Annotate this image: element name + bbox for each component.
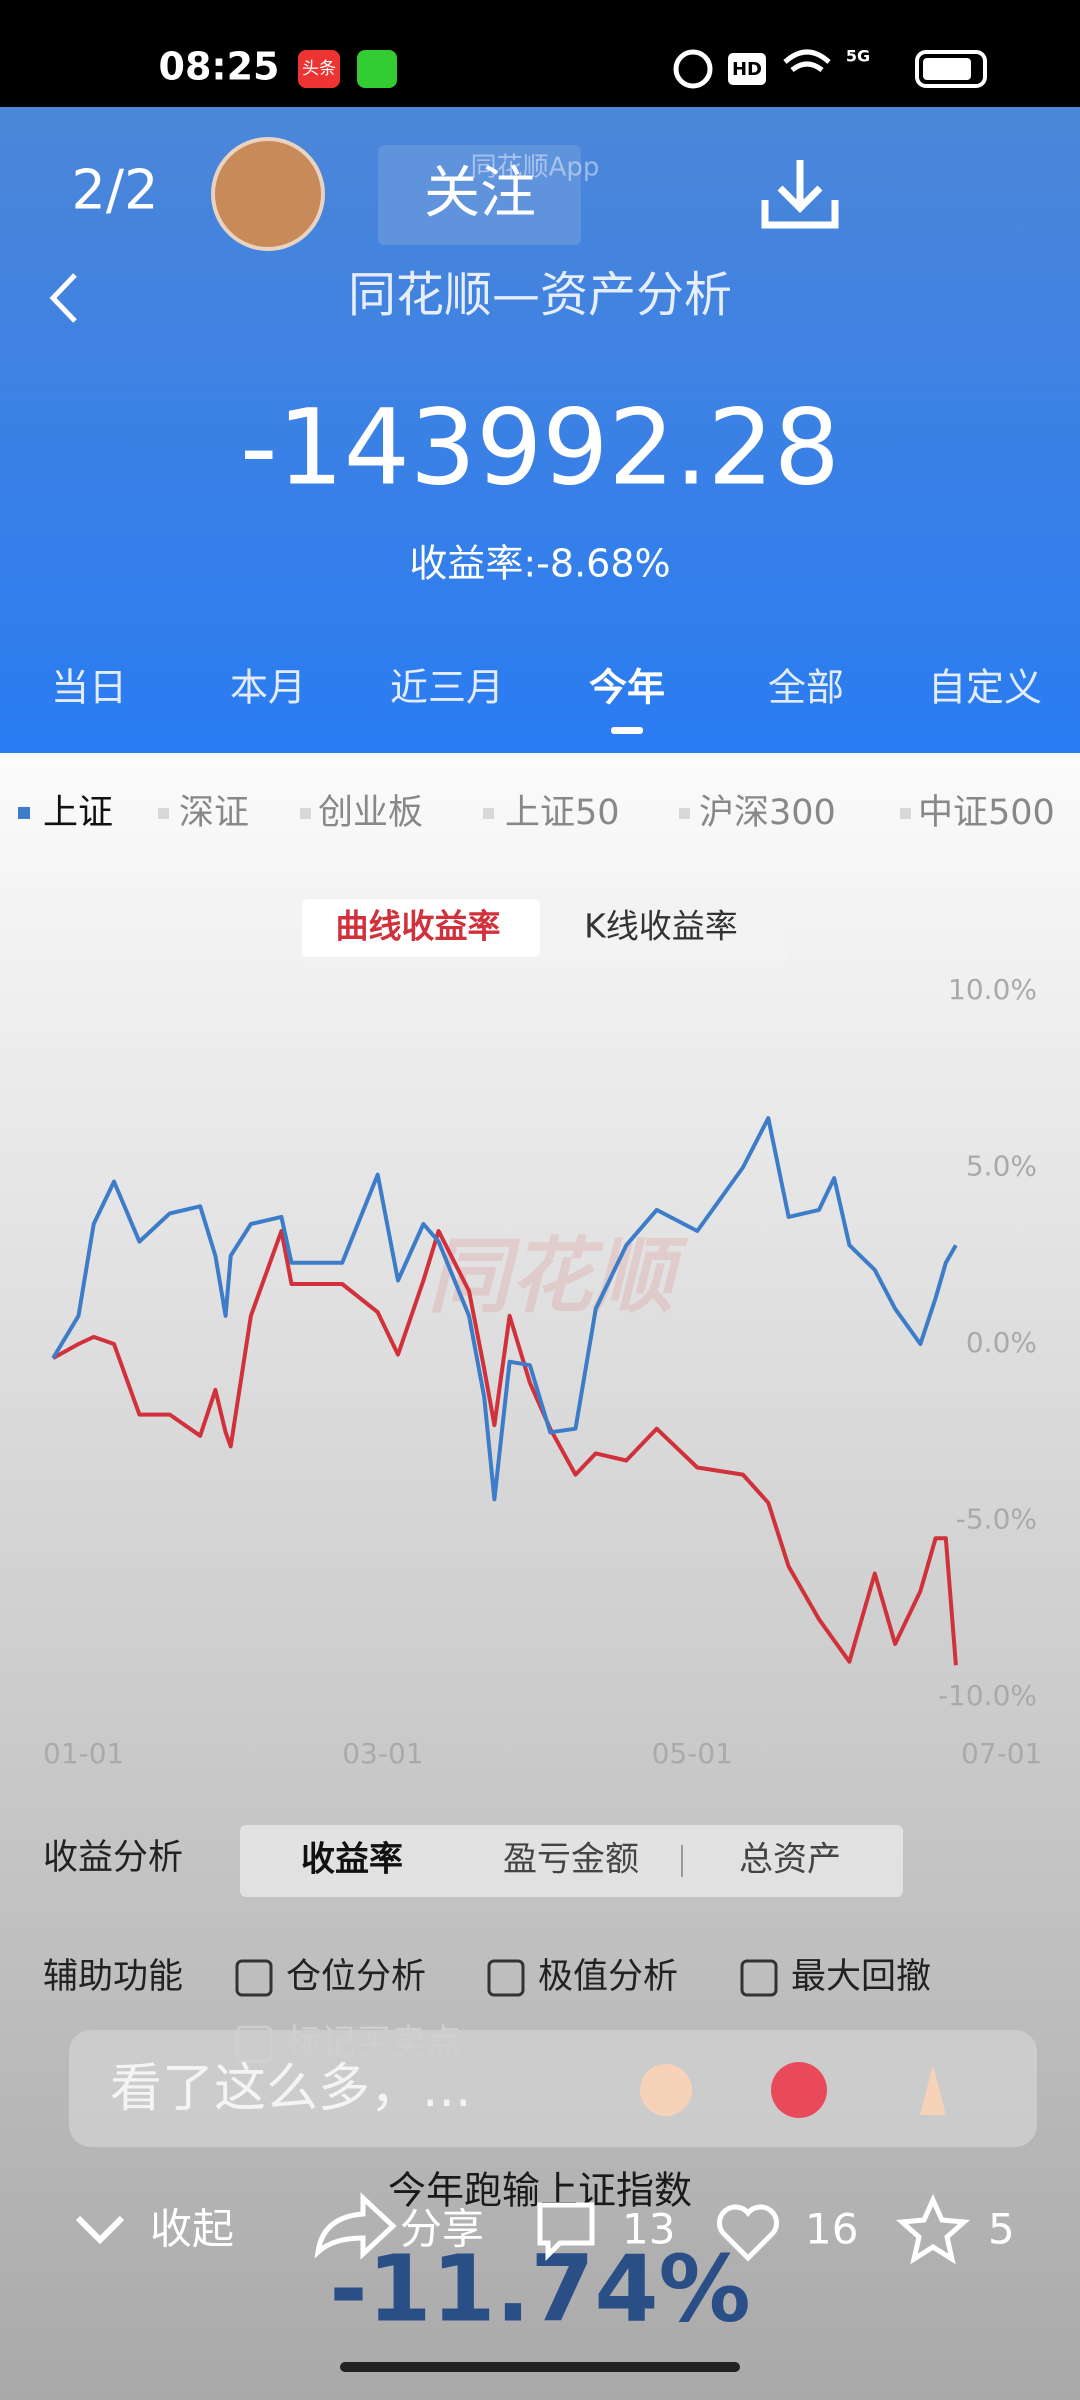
favorite-count[interactable]: 5 [988,2205,1015,2254]
comment-count[interactable]: 13 [622,2205,675,2254]
x-tick-label: 03-01 [342,1737,423,1770]
series-line [51,1116,958,1502]
return-rate: 收益率:-8.68% [409,542,670,586]
emoji-heart-hand[interactable] [640,2064,692,2116]
collapse[interactable]: 收起 [150,2205,234,2254]
legend-entry[interactable]: 中证500 [918,793,1055,833]
home-indicator [340,2362,740,2372]
assist-label: 辅助功能 [43,1957,183,1997]
like-count[interactable]: 16 [805,2205,858,2254]
share[interactable]: 分享 [400,2205,484,2254]
hd-bg [728,53,766,85]
analysis-options: 收益率 盈亏金额 总资产 [301,1840,841,1880]
comment-box[interactable] [69,2030,1037,2147]
analysis-option[interactable]: 收益率 [301,1840,403,1880]
assist-option[interactable]: 最大回撤 [791,1957,931,1997]
period-tab[interactable]: 当日 [51,666,127,710]
toggle-option[interactable]: 曲线收益率 [336,907,501,946]
period-tabs: 当日 本月 近三月 今年 全部 自定义 [51,666,1042,734]
battery [915,50,987,88]
legend-swatch [158,808,169,819]
follow-label: 关注 [424,161,536,226]
back-button[interactable] [49,273,77,323]
comment-placeholder[interactable]: 看了这么多，... [110,2059,472,2119]
badge: 头条 [302,59,336,79]
series-line [52,1229,958,1666]
avatar[interactable] [211,137,325,251]
legend-entry[interactable]: 创业板 [318,793,423,833]
page-counter: 2/2 [72,159,159,222]
emoji-rose[interactable] [771,2062,827,2118]
wifi-icon [783,49,831,73]
checkbox[interactable] [487,1959,525,1997]
favorite-icon[interactable] [895,2193,971,2265]
comment-icon[interactable] [537,2202,595,2262]
badge-bg [298,50,340,88]
chart: 曲线收益率 K线收益率 同花顺 上证 深证 创业板 上证50 沪深300 中证50010.… [18,793,1055,1770]
legend-swatch [679,808,690,819]
battery-level [923,58,971,80]
app-watermark: 同花顺App [471,153,600,183]
legend-swatch [18,807,30,819]
legend-entry[interactable]: 上证50 [505,793,620,833]
status-bar [0,0,1080,107]
message-icon [357,50,397,88]
download-icon[interactable] [761,160,839,229]
checkbox[interactable] [235,1959,273,1997]
legend-swatch [300,808,311,819]
assist-option[interactable]: 极值分析 [538,1957,678,1997]
x-tick-label: 05-01 [652,1737,733,1770]
analysis-option[interactable]: 总资产 [739,1840,841,1880]
y-tick-label: 10.0% [948,973,1037,1006]
assist-option[interactable]: 仓位分析 [286,1957,426,1997]
y-tick-label: 5.0% [966,1150,1037,1183]
period-tab[interactable]: 近三月 [390,666,504,710]
period-tab[interactable]: 今年 [589,666,665,710]
analysis-label: 收益分析 [43,1838,183,1878]
y-tick-label: -10.0% [938,1679,1037,1712]
analysis-option[interactable]: 盈亏金额 [503,1840,639,1880]
like-icon[interactable] [717,2204,779,2262]
checkbox[interactable] [740,1959,778,1997]
clock: 08:25 [159,45,280,89]
y-tick-label: 0.0% [966,1326,1037,1359]
toggle-active[interactable] [302,899,540,957]
toggle-option[interactable]: K线收益率 [584,907,738,946]
analysis-segmented [240,1825,903,1897]
network: 5G [846,47,870,66]
alarm-icon [673,49,713,89]
legend-entry[interactable]: 上证 [43,793,113,833]
share-icon[interactable] [314,2192,397,2260]
total-profit: -143992.28 [240,386,840,508]
collapse-icon[interactable] [75,2215,125,2245]
legend-swatch [483,808,494,819]
period-tab[interactable]: 全部 [768,666,844,710]
y-tick-label: -5.0% [956,1503,1037,1536]
legend-swatch [900,808,911,819]
legend-entry[interactable]: 深证 [179,793,249,833]
summary-value: -11.74% [329,2235,750,2342]
period-tab[interactable]: 本月 [230,666,306,710]
legend-entry[interactable]: 沪深300 [699,793,836,833]
tab-indicator [611,727,643,734]
x-tick-label: 01-01 [43,1737,124,1770]
emoji-pray[interactable] [920,2065,946,2115]
hd: HD [732,59,762,80]
period-tab[interactable]: 自定义 [928,666,1042,710]
page-title: 同花顺—资产分析 [348,267,732,323]
follow-button[interactable] [378,145,581,245]
x-tick-label: 07-01 [961,1737,1042,1770]
